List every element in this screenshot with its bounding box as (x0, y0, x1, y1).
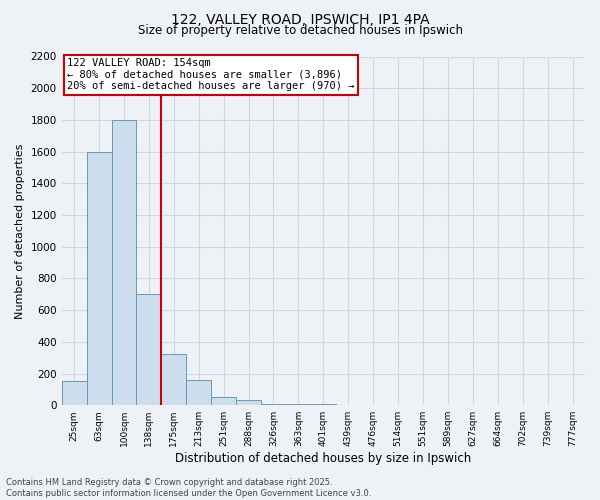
Bar (86, 152, 112, 405)
Bar (286, 404, 311, 405)
Bar (62, 382, 86, 405)
Bar (161, 354, 186, 405)
Text: Size of property relative to detached houses in Ipswich: Size of property relative to detached ho… (137, 24, 463, 37)
Bar (311, 404, 336, 405)
Y-axis label: Number of detached properties: Number of detached properties (15, 143, 25, 318)
Text: 122 VALLEY ROAD: 154sqm
← 80% of detached houses are smaller (3,896)
20% of semi: 122 VALLEY ROAD: 154sqm ← 80% of detache… (67, 58, 355, 92)
Text: Contains HM Land Registry data © Crown copyright and database right 2025.
Contai: Contains HM Land Registry data © Crown c… (6, 478, 371, 498)
Bar (236, 400, 261, 405)
Bar (261, 404, 286, 405)
Bar (136, 294, 161, 405)
Bar (112, 120, 136, 405)
X-axis label: Distribution of detached houses by size in Ipswich: Distribution of detached houses by size … (175, 452, 472, 465)
Bar (211, 398, 236, 405)
Bar (186, 380, 211, 405)
Text: 122, VALLEY ROAD, IPSWICH, IP1 4PA: 122, VALLEY ROAD, IPSWICH, IP1 4PA (170, 12, 430, 26)
